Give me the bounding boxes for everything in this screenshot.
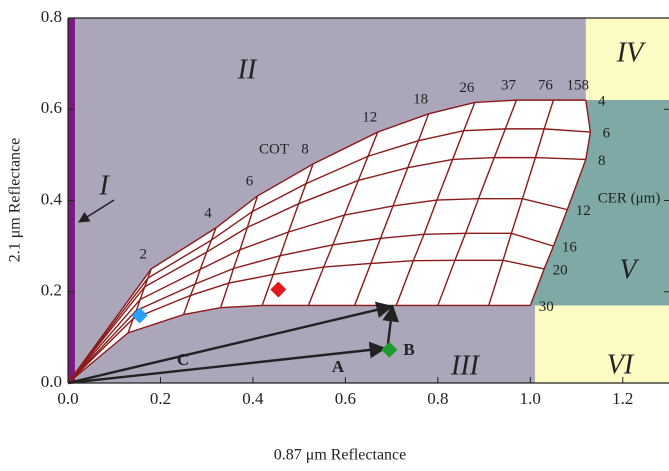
point (131, 307, 148, 324)
x-tick-label: 0.6 (335, 389, 356, 408)
cot-label: 37 (501, 78, 517, 94)
cot-line (261, 163, 314, 306)
x-tick-label: 1.2 (612, 389, 633, 408)
cer-label: 16 (562, 240, 578, 256)
y-tick-label: 0.2 (41, 281, 62, 300)
region-label: III (450, 350, 481, 381)
cer-title: CER (μm) (598, 190, 661, 206)
x-tick-label: 0.0 (57, 389, 78, 408)
x-tick-label: 0.8 (427, 389, 448, 408)
cot-label: 6 (246, 173, 254, 189)
cot-line (395, 102, 476, 306)
cot-title: COT (259, 141, 289, 157)
x-tick-label: 0.4 (242, 389, 264, 408)
cot-label: 2 (139, 246, 147, 262)
arrow-label: C (177, 350, 189, 369)
region-pointer (78, 199, 115, 223)
cot-label: 26 (459, 80, 475, 96)
cot-line (219, 195, 259, 308)
cot-label: 4 (204, 205, 212, 221)
cot-line (182, 227, 217, 315)
cot-line (307, 131, 379, 306)
region (585, 18, 669, 101)
y-tick-label: 0.4 (41, 189, 63, 208)
cer-label: 30 (539, 299, 554, 315)
cot-label: 76 (538, 78, 554, 94)
arrow (67, 301, 394, 385)
y-tick-label: 0.6 (41, 98, 62, 117)
cot-line (437, 99, 518, 306)
region (534, 305, 669, 383)
region-label: V (619, 254, 639, 285)
arrow-label: A (332, 357, 345, 376)
cer-line (68, 304, 531, 383)
cot-line (529, 100, 592, 306)
y-tick-label: 0.8 (41, 7, 62, 26)
region (530, 100, 669, 306)
cer-label: 8 (598, 153, 606, 169)
cot-label: 18 (413, 91, 428, 107)
region-label: I (98, 170, 110, 201)
point (381, 341, 398, 358)
cer-label: 20 (553, 262, 568, 278)
region-label: II (237, 54, 258, 85)
region-label: IV (616, 37, 646, 68)
cer-label: 4 (598, 94, 606, 110)
y-tick-label: 0.0 (41, 372, 62, 391)
plot-area (68, 18, 669, 383)
cot-line (127, 268, 152, 334)
arrow (67, 341, 387, 385)
cot-line (488, 99, 555, 306)
cot-label: 8 (301, 141, 309, 157)
overlay: 2 4 6 8 12 18 26 37 76 158 4 6 8 12 16 20 30 COT CER (μm) I… (41, 7, 669, 408)
cot-line (353, 113, 430, 306)
y-axis-title: 2.1 μm Reflectance (7, 138, 24, 263)
x-tick-label: 1.0 (520, 389, 541, 408)
arrow-label: B (403, 340, 414, 359)
cer-label: 12 (576, 203, 591, 219)
mesh-fill (68, 100, 591, 383)
region-label: VI (607, 349, 635, 380)
point (270, 281, 287, 298)
x-axis-title: 0.87 μm Reflectance (274, 447, 407, 464)
cot-label: 158 (567, 78, 590, 94)
cer-label: 6 (603, 126, 611, 142)
cot-label: 12 (362, 110, 377, 126)
x-tick-label: 0.2 (150, 389, 171, 408)
